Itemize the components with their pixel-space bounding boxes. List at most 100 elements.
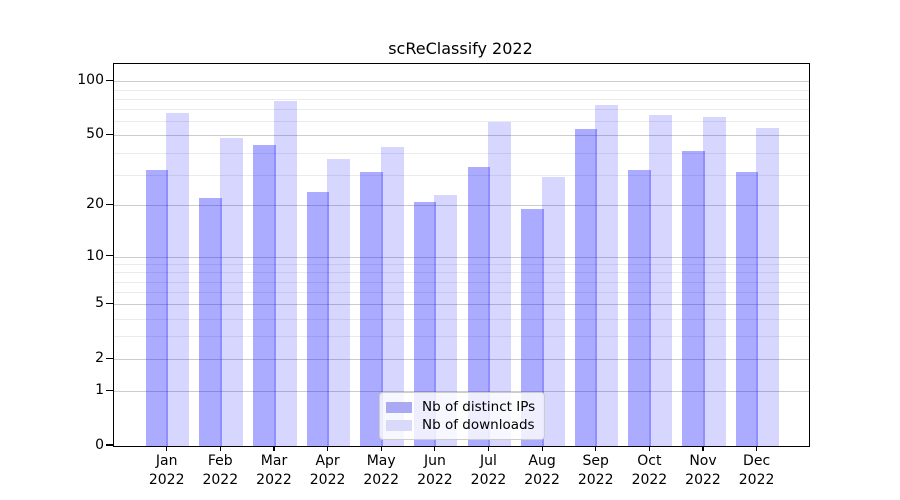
legend-row-distinct-ips: Nb of distinct IPs <box>386 398 535 416</box>
gridline-minor-4 <box>114 318 809 320</box>
gridline-minor-80 <box>114 98 809 100</box>
x-tick-label-month: Mar <box>260 453 288 469</box>
x-tick-label-dec: Dec 2022 <box>729 452 785 490</box>
x-tick-label-nov: Nov 2022 <box>675 452 731 490</box>
y-tick-5 <box>106 302 113 304</box>
x-tick-label-aug: Aug 2022 <box>514 452 570 490</box>
x-tick-label-month: Aug <box>528 453 556 469</box>
bar-distinct-ips-may <box>360 172 383 446</box>
x-tick-apr <box>327 446 329 451</box>
x-tick-dec <box>756 446 758 451</box>
x-tick-feb <box>219 446 221 451</box>
x-tick-label-month: Nov <box>689 453 717 469</box>
x-tick-sep <box>595 446 597 451</box>
gridline-minor-8 <box>114 272 809 274</box>
x-tick-label-jun: Jun 2022 <box>407 452 463 490</box>
gridline-major-1 <box>114 391 809 393</box>
y-tick-10 <box>106 254 113 257</box>
x-tick-label-year: 2022 <box>309 472 346 488</box>
bar-distinct-ips-dec <box>735 172 759 446</box>
gridline-minor-70 <box>114 109 809 111</box>
gridline-minor-40 <box>114 152 809 154</box>
bar-downloads-may <box>380 146 404 446</box>
y-tick-label-10: 10 <box>86 247 104 264</box>
x-tick-jul <box>487 446 490 451</box>
y-tick-100 <box>106 79 113 81</box>
x-tick-label-mar: Mar 2022 <box>246 452 302 490</box>
y-tick-label-1: 1 <box>95 382 104 399</box>
gridline-minor-60 <box>114 121 809 123</box>
bar-downloads-jan <box>166 112 190 446</box>
bar-distinct-ips-jul <box>467 167 490 446</box>
y-tick-50 <box>106 133 113 135</box>
gridline-major-50 <box>114 135 809 137</box>
x-tick-label-year: 2022 <box>685 472 721 488</box>
y-tick-label-100: 100 <box>77 72 104 89</box>
bar-distinct-ips-nov <box>682 150 705 446</box>
x-tick-label-jul: Jul 2022 <box>461 452 517 490</box>
x-tick-label-month: Dec <box>743 453 771 469</box>
bar-distinct-ips-mar <box>253 145 276 446</box>
y-tick-label-50: 50 <box>86 126 104 143</box>
x-tick-label-year: 2022 <box>202 472 239 488</box>
x-tick-label-year: 2022 <box>363 472 399 488</box>
y-tick-2 <box>106 357 113 359</box>
gridline-major-5 <box>114 304 809 306</box>
bar-downloads-sep <box>595 104 619 446</box>
bar-downloads-oct <box>648 114 672 446</box>
x-tick-may <box>380 446 382 451</box>
bar-downloads-nov <box>702 117 726 446</box>
y-tick-20 <box>106 203 113 205</box>
x-tick-label-year: 2022 <box>631 472 668 488</box>
x-tick-label-month: Sep <box>582 453 609 469</box>
x-tick-label-may: May 2022 <box>353 452 409 490</box>
gridline-minor-6 <box>114 292 809 294</box>
x-tick-label-month: Oct <box>637 453 662 469</box>
x-tick-label-jan: Jan 2022 <box>139 452 195 490</box>
y-tick-0 <box>106 444 113 446</box>
x-tick-label-year: 2022 <box>738 472 775 488</box>
y-tick-1 <box>106 389 113 391</box>
gridline-major-20 <box>114 205 809 207</box>
bar-downloads-feb <box>219 138 243 446</box>
x-tick-label-sep: Sep 2022 <box>568 452 624 490</box>
bar-distinct-ips-jun <box>413 201 437 446</box>
y-tick-label-0: 0 <box>95 437 104 453</box>
bar-distinct-ips-jan <box>145 169 169 446</box>
x-tick-label-month: May <box>366 453 396 469</box>
gridline-minor-3 <box>114 336 809 338</box>
bar-distinct-ips-sep <box>574 129 598 446</box>
chart-title: scReClassify 2022 <box>388 39 533 58</box>
bar-downloads-jul <box>488 122 511 446</box>
legend-row-downloads: Nb of downloads <box>386 416 535 434</box>
gridline-major-10 <box>114 256 809 258</box>
bar-distinct-ips-aug <box>521 209 544 446</box>
x-tick-label-month: Apr <box>315 453 340 469</box>
bar-downloads-jun <box>434 194 458 446</box>
x-tick-label-year: 2022 <box>524 472 560 488</box>
legend-label-downloads: Nb of downloads <box>422 417 535 433</box>
bar-downloads-apr <box>327 158 351 446</box>
x-tick-label-oct: Oct 2022 <box>621 452 677 490</box>
bar-downloads-aug <box>541 177 565 446</box>
x-tick-nov <box>702 446 704 451</box>
gridline-minor-90 <box>114 89 809 91</box>
x-tick-label-year: 2022 <box>470 472 507 488</box>
x-tick-label-month: Jun <box>423 453 446 469</box>
x-tick-label-year: 2022 <box>417 472 453 488</box>
bar-downloads-mar <box>273 100 297 446</box>
x-tick-label-month: Jul <box>480 453 497 469</box>
y-tick-label-20: 20 <box>86 196 104 213</box>
bar-distinct-ips-feb <box>199 198 222 446</box>
gridline-major-100 <box>114 81 809 83</box>
gridline-minor-7 <box>114 281 809 283</box>
bar-downloads-dec <box>756 127 780 446</box>
y-tick-label-5: 5 <box>95 295 104 312</box>
x-tick-label-year: 2022 <box>148 472 185 488</box>
legend-swatch-downloads-icon <box>386 419 412 431</box>
bar-distinct-ips-oct <box>628 169 651 446</box>
x-tick-jan <box>166 446 168 451</box>
gridline-minor-30 <box>114 174 809 176</box>
x-tick-label-month: Jan <box>155 453 178 469</box>
